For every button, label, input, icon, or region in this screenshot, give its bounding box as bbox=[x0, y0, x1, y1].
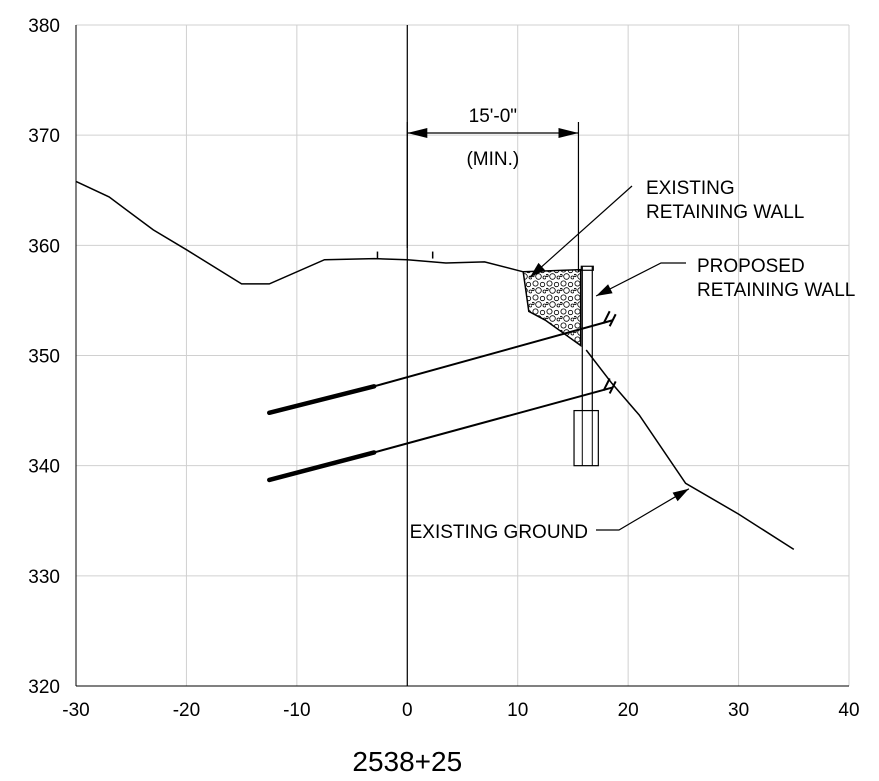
x-tick-label: -10 bbox=[283, 700, 310, 721]
tieback-anchor-plate bbox=[608, 313, 617, 327]
tieback-anchor-plate bbox=[602, 310, 611, 324]
dimension-note: (MIN.) bbox=[466, 149, 519, 170]
x-tick-label: 0 bbox=[402, 700, 413, 721]
tieback-anchor-plate bbox=[602, 378, 611, 391]
callout-existing-ground: EXISTING GROUND bbox=[410, 488, 690, 543]
tieback-bond-zone bbox=[267, 384, 377, 416]
tieback-anchor-plate bbox=[608, 381, 617, 394]
callout-existing-wall-line1: EXISTING bbox=[646, 178, 735, 199]
x-tick-label: 30 bbox=[728, 700, 749, 721]
tieback-bond-zone bbox=[267, 450, 377, 483]
tieback-anchors bbox=[267, 310, 617, 483]
x-tick-label: 40 bbox=[838, 700, 859, 721]
grid bbox=[75, 24, 850, 687]
callout-proposed-wall-line1: PROPOSED bbox=[697, 256, 805, 277]
callout-proposed-wall-line2: RETAINING WALL bbox=[697, 280, 855, 301]
y-tick-label: 350 bbox=[28, 347, 60, 368]
station-label: 2538+25 bbox=[352, 746, 462, 777]
tieback-tendon bbox=[373, 319, 613, 388]
callout-proposed-retaining-wall: PROPOSED RETAINING WALL bbox=[595, 256, 855, 301]
x-tick-label: 20 bbox=[618, 700, 639, 721]
callout-existing-ground-text: EXISTING GROUND bbox=[410, 522, 588, 543]
y-tick-label: 360 bbox=[28, 236, 60, 257]
callout-existing-retaining-wall: EXISTING RETAINING WALL bbox=[529, 178, 804, 278]
existing-ground-line bbox=[75, 180, 524, 285]
y-tick-label: 340 bbox=[28, 457, 60, 478]
y-tick-label: 370 bbox=[28, 126, 60, 147]
dimension-15ft-min: 15'-0" (MIN.) bbox=[406, 106, 580, 272]
x-tick-label: -20 bbox=[173, 700, 200, 721]
tieback-tendon bbox=[373, 386, 613, 454]
y-tick-label: 320 bbox=[28, 677, 60, 698]
drilled-shaft-footing bbox=[573, 409, 599, 467]
y-tick-label: 380 bbox=[28, 16, 60, 37]
existing-slope-line bbox=[585, 349, 795, 551]
x-tick-label: -30 bbox=[62, 700, 89, 721]
x-tick-label: 10 bbox=[507, 700, 528, 721]
dimension-value: 15'-0" bbox=[469, 106, 517, 127]
existing-retaining-wall-fill bbox=[522, 268, 582, 348]
axis-tick-labels: -30 -20 -10 0 10 20 30 40 320 330 340 350 360 370 380 bbox=[28, 16, 859, 721]
y-tick-label: 330 bbox=[28, 567, 60, 588]
callout-existing-wall-line2: RETAINING WALL bbox=[646, 202, 804, 223]
